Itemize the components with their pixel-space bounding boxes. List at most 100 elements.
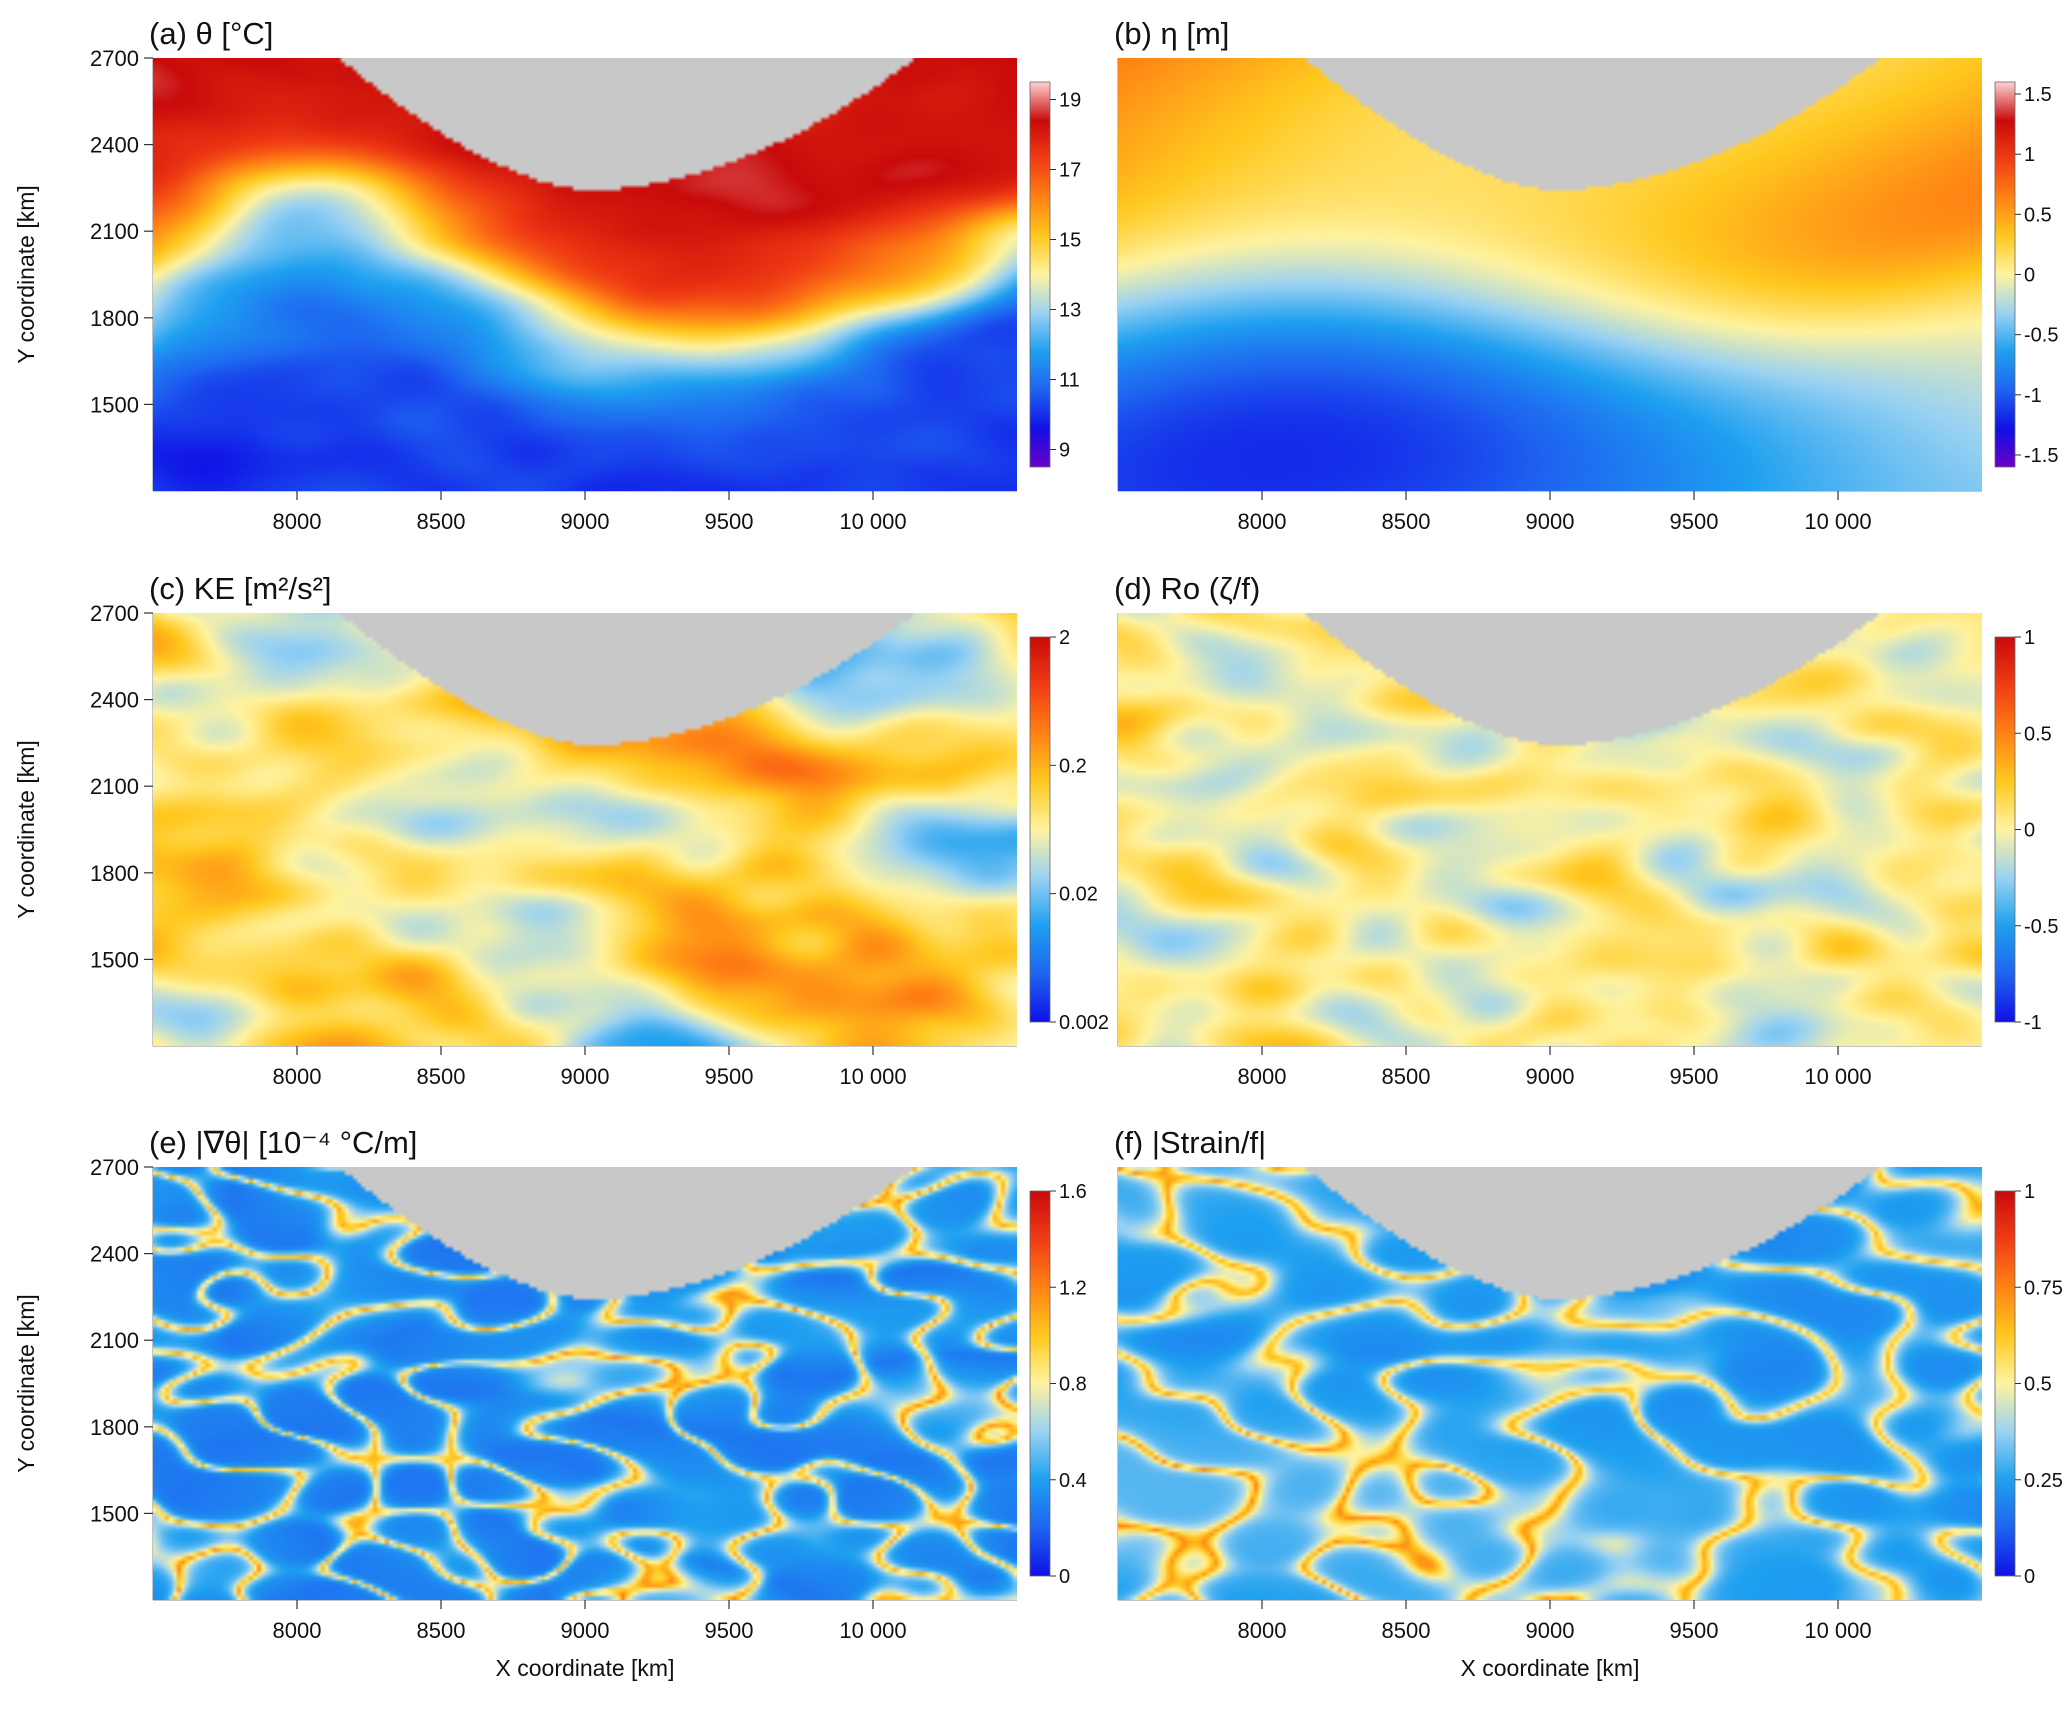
panel-c: (c) KE [m²/s²] 8000 8500 9000 9500 10 000 1500…: [13, 571, 1109, 1089]
x-axis-label: X coordinate [km]: [1461, 1655, 1640, 1681]
colorbar-tick-label: 0: [2024, 265, 2035, 287]
x-tick-label: 8500: [417, 1064, 466, 1089]
x-tick-label: 9000: [561, 1064, 610, 1089]
x-tick-label: 10 000: [1804, 1618, 1871, 1643]
colorbar-tick-label: 13: [1059, 300, 1081, 322]
colorbar-b: [1994, 81, 2016, 468]
x-tick-label: 9000: [561, 509, 610, 534]
field-image-d: [1118, 613, 1982, 1046]
colorbar-tick-label: 1: [2024, 627, 2035, 649]
y-tick-label: 2400: [90, 688, 139, 713]
colorbar-tick-label: 17: [1059, 160, 1081, 182]
colorbar-tick-label: 19: [1059, 90, 1081, 112]
colorbar-tick-label: 1.2: [1059, 1277, 1087, 1299]
y-tick-label: 2700: [90, 601, 139, 626]
field-image-f: [1118, 1167, 1982, 1600]
x-tick-label: 9500: [705, 509, 754, 534]
colorbar-tick-label: 9: [1059, 440, 1070, 462]
x-tick-label: 10 000: [1804, 1064, 1871, 1089]
x-tick-label: 8000: [273, 509, 322, 534]
y-tick-label: 2400: [90, 1242, 139, 1267]
y-tick-label: 1800: [90, 1415, 139, 1440]
y-tick-label: 1800: [90, 306, 139, 331]
y-tick-label: 2400: [90, 133, 139, 158]
colorbar-tick-label: -0.5: [2024, 916, 2058, 938]
y-tick-label: 1800: [90, 861, 139, 886]
colorbar-tick-label: 0.2: [1059, 755, 1087, 777]
colorbar-tick-label: 15: [1059, 230, 1081, 252]
colorbar-d: [1994, 636, 2016, 1023]
x-tick-label: 10 000: [839, 1064, 906, 1089]
colorbar-tick-label: 0.02: [1059, 884, 1098, 906]
panel-title-a: (a) θ [°C]: [149, 16, 273, 51]
x-tick-label: 9000: [1526, 509, 1575, 534]
x-tick-label: 8000: [1238, 1064, 1287, 1089]
x-tick-label: 8000: [273, 1618, 322, 1643]
x-tick-label: 9000: [1526, 1618, 1575, 1643]
y-tick-label: 2700: [90, 1155, 139, 1180]
colorbar-tick-label: 1.6: [1059, 1181, 1087, 1203]
field-image-e: [153, 1167, 1017, 1600]
x-tick-label: 8000: [273, 1064, 322, 1089]
colorbar-tick-label: 0.75: [2024, 1277, 2063, 1299]
colorbar-tick-label: 0.8: [1059, 1374, 1087, 1396]
colorbar-tick-label: 0.4: [1059, 1470, 1087, 1492]
x-tick-label: 9500: [1670, 509, 1719, 534]
colorbar-tick-label: 1: [2024, 1181, 2035, 1203]
panel-title-d: (d) Ro (ζ/f): [1114, 571, 1260, 606]
colorbar-tick-label: -1: [2024, 1012, 2042, 1034]
panel-title-c: (c) KE [m²/s²]: [149, 571, 332, 606]
x-tick-label: 8500: [417, 509, 466, 534]
x-tick-label: 8500: [1382, 509, 1431, 534]
x-tick-label: 9500: [1670, 1618, 1719, 1643]
x-tick-label: 8500: [1382, 1064, 1431, 1089]
colorbar-tick-label: 0.5: [2024, 1374, 2052, 1396]
colorbar-tick-label: -1: [2024, 385, 2042, 407]
colorbar-e: [1029, 1190, 1051, 1577]
y-axis-label: Y coordinate [km]: [13, 740, 39, 919]
colorbar-tick-label: 0: [1059, 1566, 1070, 1588]
y-axis-label: Y coordinate [km]: [13, 1294, 39, 1473]
y-tick-label: 2700: [90, 46, 139, 71]
field-image-c: [153, 613, 1017, 1046]
colorbar-tick-label: 1.5: [2024, 84, 2052, 106]
colorbar-tick-label: 0.25: [2024, 1470, 2063, 1492]
colorbar-tick-label: 0.5: [2024, 204, 2052, 226]
panel-b: (b) η [m] 8000 8500 9000 9500 10 000 -1.5 -1 -0.…: [1114, 16, 2058, 534]
y-tick-label: 1500: [90, 947, 139, 972]
x-tick-label: 9500: [705, 1618, 754, 1643]
x-tick-label: 10 000: [839, 1618, 906, 1643]
colorbar-tick-label: 0.002: [1059, 1012, 1109, 1034]
y-tick-label: 2100: [90, 219, 139, 244]
panel-title-b: (b) η [m]: [1114, 16, 1229, 51]
colorbar-tick-label: 2: [1059, 627, 1070, 649]
y-axis-label: Y coordinate [km]: [13, 185, 39, 364]
colorbar-c: [1029, 636, 1051, 1023]
x-tick-label: 10 000: [839, 509, 906, 534]
colorbar-tick-label: 0: [2024, 1566, 2035, 1588]
y-tick-label: 1500: [90, 1501, 139, 1526]
panel-e: (e) |∇θ| [10⁻⁴ °C/m] 8000 8500 9000 9500 10 0…: [13, 1125, 1087, 1681]
x-tick-label: 9500: [1670, 1064, 1719, 1089]
y-tick-label: 2100: [90, 1328, 139, 1353]
y-tick-label: 2100: [90, 774, 139, 799]
field-image-b: [1118, 58, 1982, 491]
x-axis-label: X coordinate [km]: [496, 1655, 675, 1681]
panel-title-f: (f) |Strain/f|: [1114, 1125, 1266, 1160]
x-tick-label: 9000: [1526, 1064, 1575, 1089]
colorbar-a: [1029, 81, 1051, 468]
colorbar-f: [1994, 1190, 2016, 1577]
colorbar-tick-label: 11: [1059, 370, 1080, 392]
x-tick-label: 8000: [1238, 509, 1287, 534]
field-image-a: [153, 58, 1017, 491]
x-tick-label: 8000: [1238, 1618, 1287, 1643]
x-tick-label: 8500: [417, 1618, 466, 1643]
colorbar-tick-label: 0: [2024, 820, 2035, 842]
y-tick-label: 1500: [90, 392, 139, 417]
x-tick-label: 9500: [705, 1064, 754, 1089]
panel-a: (a) θ [°C] 8000 8500 9000 9500 10 000 1500 1800…: [13, 16, 1081, 534]
colorbar-tick-label: 0.5: [2024, 723, 2052, 745]
colorbar-tick-label: 1: [2024, 144, 2035, 166]
panel-title-e: (e) |∇θ| [10⁻⁴ °C/m]: [149, 1125, 417, 1160]
